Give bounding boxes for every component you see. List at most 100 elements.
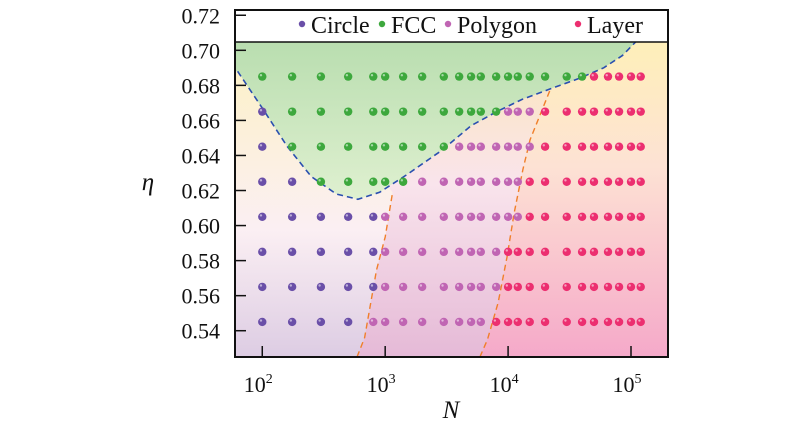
- point-highlight: [456, 144, 460, 147]
- circle-point: [343, 247, 353, 257]
- point-highlight: [605, 319, 608, 322]
- layer-point: [614, 212, 624, 221]
- point-highlight: [456, 284, 460, 287]
- point-highlight: [493, 179, 497, 182]
- fcc-point: [369, 142, 378, 151]
- point-highlight: [515, 179, 518, 182]
- layer-point: [503, 282, 513, 292]
- point-highlight: [419, 109, 423, 112]
- point-highlight: [478, 109, 481, 112]
- point-highlight: [638, 109, 641, 112]
- point-highlight: [441, 144, 444, 147]
- layer-point: [626, 72, 636, 81]
- point-highlight: [515, 214, 518, 217]
- fcc-point: [343, 177, 353, 186]
- point-highlight: [370, 109, 374, 112]
- phase-regions: [235, 42, 668, 357]
- layer-point: [513, 282, 523, 292]
- fcc-point: [316, 107, 326, 116]
- point-highlight: [628, 284, 631, 287]
- point-highlight: [289, 319, 293, 322]
- y-axis-title: η: [142, 169, 154, 196]
- fcc-point: [380, 107, 390, 116]
- point-highlight: [564, 214, 567, 217]
- layer-point: [513, 317, 523, 327]
- fcc-point: [316, 177, 326, 186]
- polygon-point: [513, 142, 523, 151]
- point-highlight: [591, 284, 594, 287]
- point-highlight: [441, 73, 444, 77]
- fcc-region: [235, 42, 636, 200]
- point-highlight: [370, 144, 374, 147]
- point-highlight: [591, 144, 594, 147]
- point-highlight: [318, 319, 321, 322]
- polygon-point: [476, 177, 486, 186]
- point-highlight: [493, 319, 497, 322]
- point-highlight: [289, 144, 293, 147]
- layer-point: [562, 107, 571, 116]
- fcc-point: [398, 107, 408, 116]
- point-highlight: [628, 214, 631, 217]
- fcc-point: [398, 142, 408, 151]
- point-highlight: [616, 214, 619, 217]
- polygon-point: [466, 247, 476, 257]
- fcc-point: [343, 107, 353, 116]
- fcc-point: [287, 107, 297, 116]
- legend-marker-layer: [574, 20, 582, 28]
- point-highlight: [505, 109, 508, 112]
- point-highlight: [400, 214, 404, 217]
- point-highlight: [289, 214, 293, 217]
- point-highlight: [259, 179, 263, 182]
- point-highlight: [527, 284, 530, 287]
- point-highlight: [441, 249, 444, 252]
- layer-point: [636, 282, 645, 292]
- point-highlight: [628, 73, 631, 77]
- polygon-point: [503, 107, 513, 116]
- layer-point: [603, 317, 613, 327]
- polygon-point: [380, 317, 390, 327]
- point-highlight: [370, 214, 374, 217]
- point-highlight: [370, 284, 374, 287]
- point-highlight: [345, 109, 349, 112]
- layer-point: [589, 107, 599, 116]
- point-highlight: [579, 73, 582, 77]
- point-highlight: [628, 249, 631, 252]
- point-highlight: [468, 179, 471, 182]
- x-tick-base: 10: [244, 372, 266, 397]
- layer-point: [525, 317, 534, 327]
- layer-point: [577, 247, 587, 257]
- layer-point: [540, 107, 550, 116]
- circle-point: [287, 247, 297, 257]
- point-highlight: [468, 73, 471, 77]
- y-tick-label: 0.58: [182, 249, 221, 274]
- legend-label-polygon: Polygon: [457, 13, 537, 39]
- polygon-point: [491, 142, 501, 151]
- point-highlight: [419, 144, 423, 147]
- point-highlight: [628, 144, 631, 147]
- layer-point: [577, 317, 587, 327]
- layer-point: [603, 177, 613, 186]
- legend-label-fcc: FCC: [391, 13, 436, 39]
- polygon-point: [491, 177, 501, 186]
- point-highlight: [400, 144, 404, 147]
- y-tick-label: 0.64: [182, 143, 221, 168]
- point-highlight: [382, 144, 386, 147]
- point-highlight: [591, 249, 594, 252]
- polygon-layer-boundary-line: [479, 89, 551, 357]
- circle-point: [343, 317, 353, 327]
- point-highlight: [542, 319, 545, 322]
- polygon-point: [417, 177, 427, 186]
- layer-point: [540, 177, 550, 186]
- circle-point: [258, 107, 267, 116]
- layer-point: [603, 282, 613, 292]
- polygon-point: [466, 317, 476, 327]
- fcc-point: [417, 72, 427, 81]
- point-highlight: [505, 319, 508, 322]
- point-highlight: [605, 179, 608, 182]
- circle-point: [258, 177, 267, 186]
- point-highlight: [259, 319, 263, 322]
- circle-point: [258, 317, 267, 327]
- point-highlight: [259, 284, 263, 287]
- fcc-point: [287, 72, 297, 81]
- point-highlight: [638, 249, 641, 252]
